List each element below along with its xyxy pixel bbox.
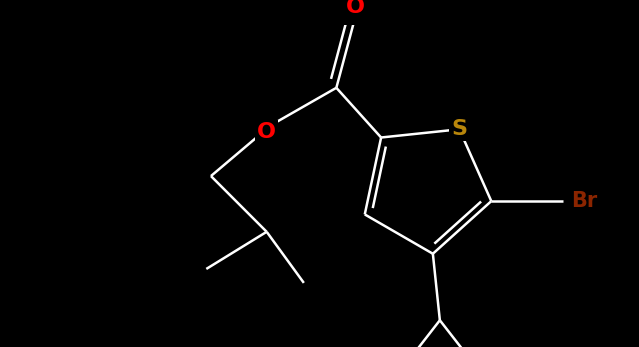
Text: O: O [257, 122, 276, 142]
Text: O: O [346, 0, 364, 17]
Text: Br: Br [571, 191, 597, 211]
Text: S: S [451, 119, 467, 139]
